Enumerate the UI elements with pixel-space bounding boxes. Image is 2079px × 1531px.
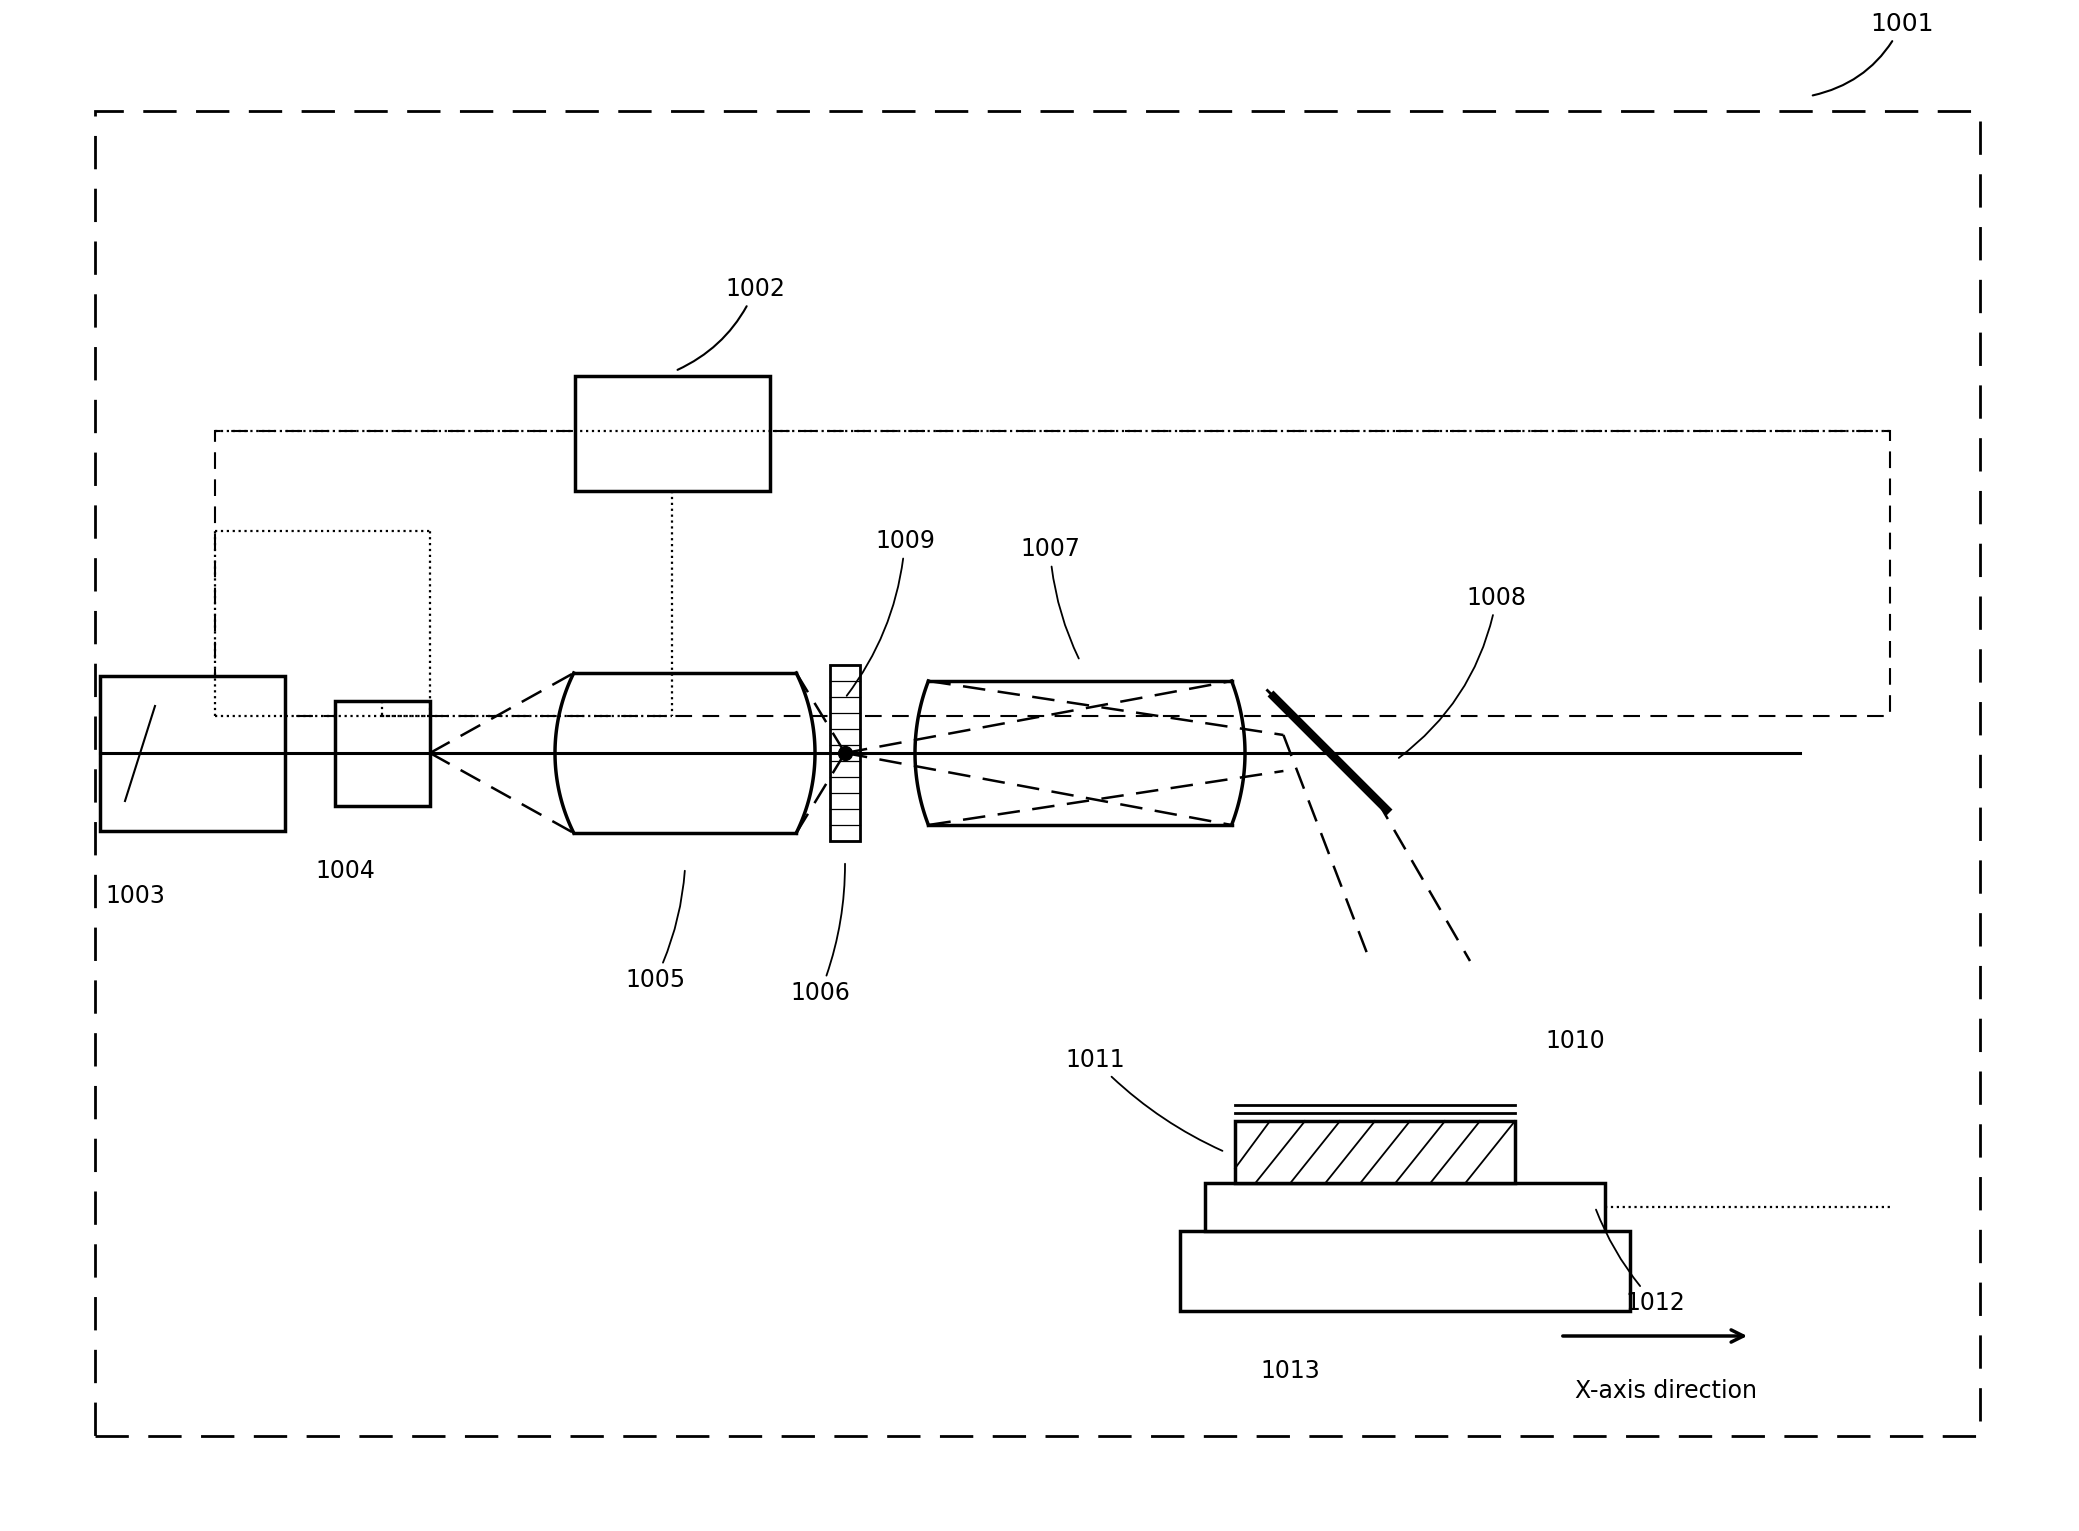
Bar — [335, 701, 430, 805]
Text: 1012: 1012 — [1597, 1209, 1684, 1315]
Bar — [1181, 1231, 1630, 1311]
Bar — [1206, 1183, 1605, 1231]
Text: 1007: 1007 — [1021, 537, 1079, 658]
Bar — [96, 112, 1979, 1436]
Text: 1011: 1011 — [1064, 1049, 1222, 1151]
Text: 1006: 1006 — [790, 863, 850, 1004]
Text: 1010: 1010 — [1545, 1029, 1605, 1053]
Text: 1002: 1002 — [678, 277, 786, 371]
Text: 1008: 1008 — [1399, 585, 1526, 758]
Bar — [830, 664, 861, 841]
Text: 1004: 1004 — [316, 859, 374, 883]
Text: X-axis direction: X-axis direction — [1576, 1379, 1757, 1402]
Text: 1003: 1003 — [106, 883, 164, 908]
Text: 1001: 1001 — [1813, 12, 1933, 95]
Bar — [214, 432, 1890, 717]
Text: 1009: 1009 — [846, 530, 936, 695]
Bar — [100, 677, 285, 831]
Bar — [1235, 1121, 1516, 1183]
Bar — [576, 377, 769, 491]
Text: 1005: 1005 — [626, 871, 686, 992]
Text: 1013: 1013 — [1260, 1360, 1320, 1382]
